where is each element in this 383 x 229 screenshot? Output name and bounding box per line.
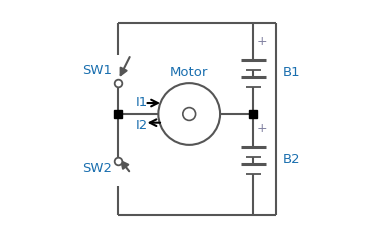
Text: I2: I2 [136, 118, 148, 131]
Text: +: + [257, 122, 267, 135]
Text: +: + [257, 35, 267, 48]
Text: B2: B2 [283, 153, 301, 165]
Text: Motor: Motor [170, 66, 208, 79]
Text: B1: B1 [283, 66, 301, 79]
Text: SW2: SW2 [82, 161, 112, 174]
Text: I1: I1 [136, 95, 148, 109]
Text: SW1: SW1 [82, 64, 112, 76]
